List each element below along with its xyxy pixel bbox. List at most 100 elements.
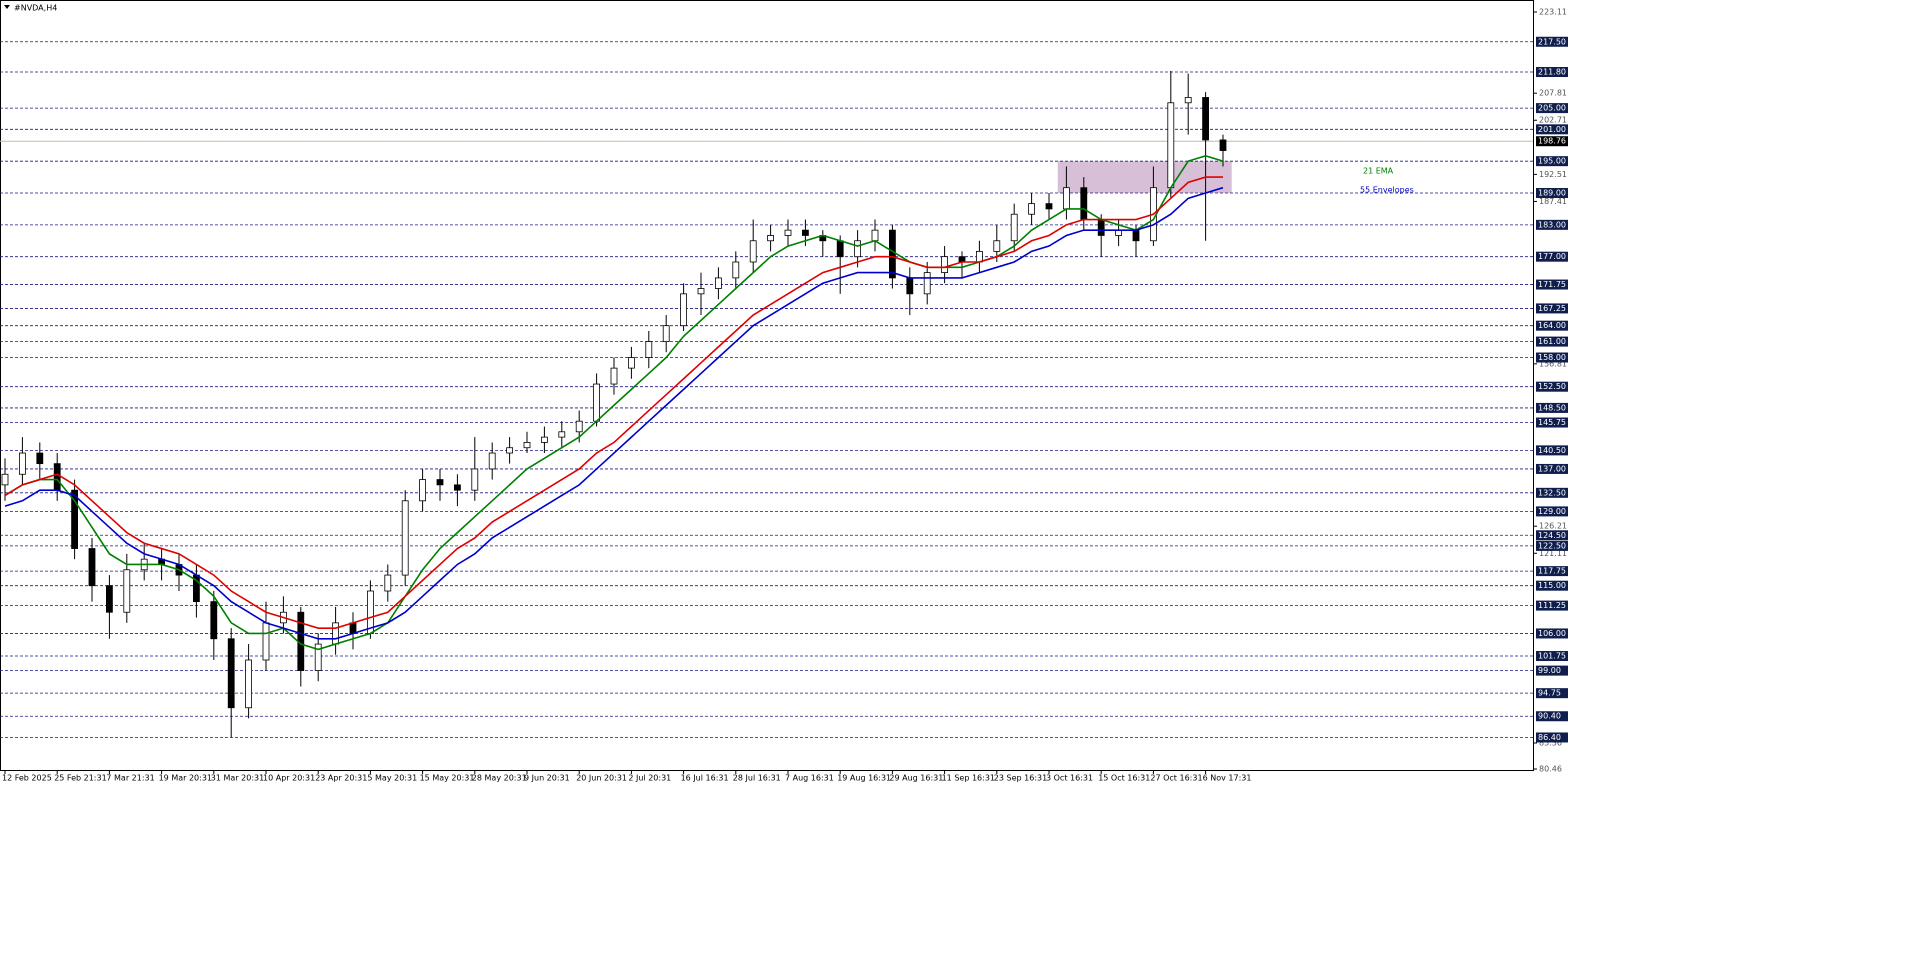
x-tick-label: 27 Oct 16:31 [1150, 774, 1202, 783]
x-tick-label: 31 Mar 20:31 [211, 774, 264, 783]
level-label: 201.00 [1538, 125, 1566, 134]
level-label: 177.00 [1538, 252, 1566, 261]
candle-body [210, 601, 218, 640]
level-label: 90.40 [1538, 712, 1561, 721]
level-label: 117.75 [1538, 567, 1566, 576]
candle-body [71, 489, 78, 549]
candle-body [715, 277, 722, 289]
level-label: 167.25 [1538, 304, 1566, 313]
candle-body [123, 569, 131, 613]
ma-line [4, 155, 1224, 651]
candle-body [106, 585, 113, 613]
legend-entry: 21 EMA [1363, 167, 1394, 176]
x-tick-label: 7 Aug 16:31 [785, 774, 834, 783]
level-label: 94.75 [1538, 689, 1561, 698]
x-tick-label: 15 May 20:31 [420, 774, 475, 783]
candle-body [401, 500, 409, 576]
candle-body [680, 293, 687, 327]
x-tick-label: 23 Apr 20:31 [315, 774, 367, 783]
x-tick-label: 9 Jun 20:31 [524, 774, 570, 783]
candle-body [332, 622, 340, 645]
y-tick-label: 80.46 [1539, 764, 1562, 773]
last-price-label: 198.76 [1538, 137, 1566, 146]
level-tag [1536, 103, 1568, 114]
x-tick-label: 29 Aug 16:31 [889, 774, 943, 783]
level-tag [1536, 417, 1568, 428]
level-label: 164.00 [1538, 321, 1566, 330]
candle-body [558, 431, 566, 438]
level-tag [1536, 506, 1568, 517]
candle-body [419, 479, 427, 502]
candle-body [1097, 219, 1105, 236]
candle-body [993, 240, 1001, 252]
candle-body [976, 250, 983, 263]
candle-body [314, 643, 322, 672]
level-label: 145.75 [1538, 418, 1566, 427]
candle-body [645, 341, 653, 358]
candle-body [697, 288, 705, 295]
candle-body [53, 463, 61, 491]
level-tag [1536, 688, 1568, 699]
level-label: 217.50 [1538, 37, 1566, 46]
plot-frame [0, 0, 1534, 771]
candle-body [384, 574, 392, 592]
candle-body [1045, 203, 1053, 210]
x-tick-label: 19 Mar 20:31 [159, 774, 212, 783]
level-label: 137.00 [1538, 464, 1566, 473]
candle-body [436, 479, 444, 486]
candle-body [88, 548, 96, 587]
x-tick-label: 6 Nov 17:31 [1203, 774, 1252, 783]
level-label: 129.00 [1538, 507, 1566, 516]
candle-body [854, 240, 861, 258]
candle-body [732, 261, 740, 279]
candle-body [506, 447, 514, 454]
level-label: 148.50 [1538, 403, 1566, 412]
level-tag [1536, 36, 1568, 47]
candle-body [662, 325, 670, 342]
level-label: 124.50 [1538, 531, 1566, 540]
x-tick-label: 12 Feb 2025 [2, 774, 52, 783]
level-label: 195.00 [1538, 157, 1566, 166]
candle-body [453, 484, 461, 491]
level-tag [1536, 352, 1568, 363]
level-tag [1536, 487, 1568, 498]
level-label: 140.50 [1538, 446, 1566, 455]
level-label: 189.00 [1538, 189, 1566, 198]
x-tick-label: 3 Oct 16:31 [1046, 774, 1093, 783]
level-tag [1536, 303, 1568, 314]
candle-body [802, 229, 809, 236]
candle-body [889, 229, 896, 279]
level-tag [1536, 711, 1568, 722]
x-tick-label: 19 Aug 16:31 [837, 774, 891, 783]
candle-body [227, 638, 235, 709]
level-tag [1536, 540, 1568, 551]
x-tick-label: 5 May 20:31 [367, 774, 417, 783]
level-tag [1536, 381, 1568, 392]
ma-line [4, 176, 1223, 629]
candle-body [610, 367, 618, 385]
level-label: 132.50 [1538, 488, 1566, 497]
level-label: 183.00 [1538, 220, 1566, 229]
candle-body [767, 235, 774, 242]
level-tag [1536, 580, 1568, 591]
candle-body [1219, 139, 1227, 151]
candle-body [349, 622, 357, 634]
legend-entry: 55 Envelopes [1360, 186, 1414, 195]
chart-title: #NVDA,H4 [14, 4, 57, 13]
candle-body [941, 256, 948, 274]
candle-body [1132, 229, 1140, 242]
level-tag [1536, 463, 1568, 474]
y-tick-label: 207.81 [1539, 89, 1567, 98]
level-tag [1536, 188, 1568, 199]
level-label: 152.50 [1538, 382, 1566, 391]
candle-body [245, 659, 253, 709]
level-label: 205.00 [1538, 104, 1566, 113]
level-tag [1536, 156, 1568, 167]
candle-body [1, 473, 9, 486]
level-tag [1536, 67, 1568, 78]
level-tag [1536, 124, 1568, 135]
level-label: 99.00 [1538, 666, 1561, 675]
level-tag [1536, 320, 1568, 331]
level-label: 106.00 [1538, 629, 1566, 638]
